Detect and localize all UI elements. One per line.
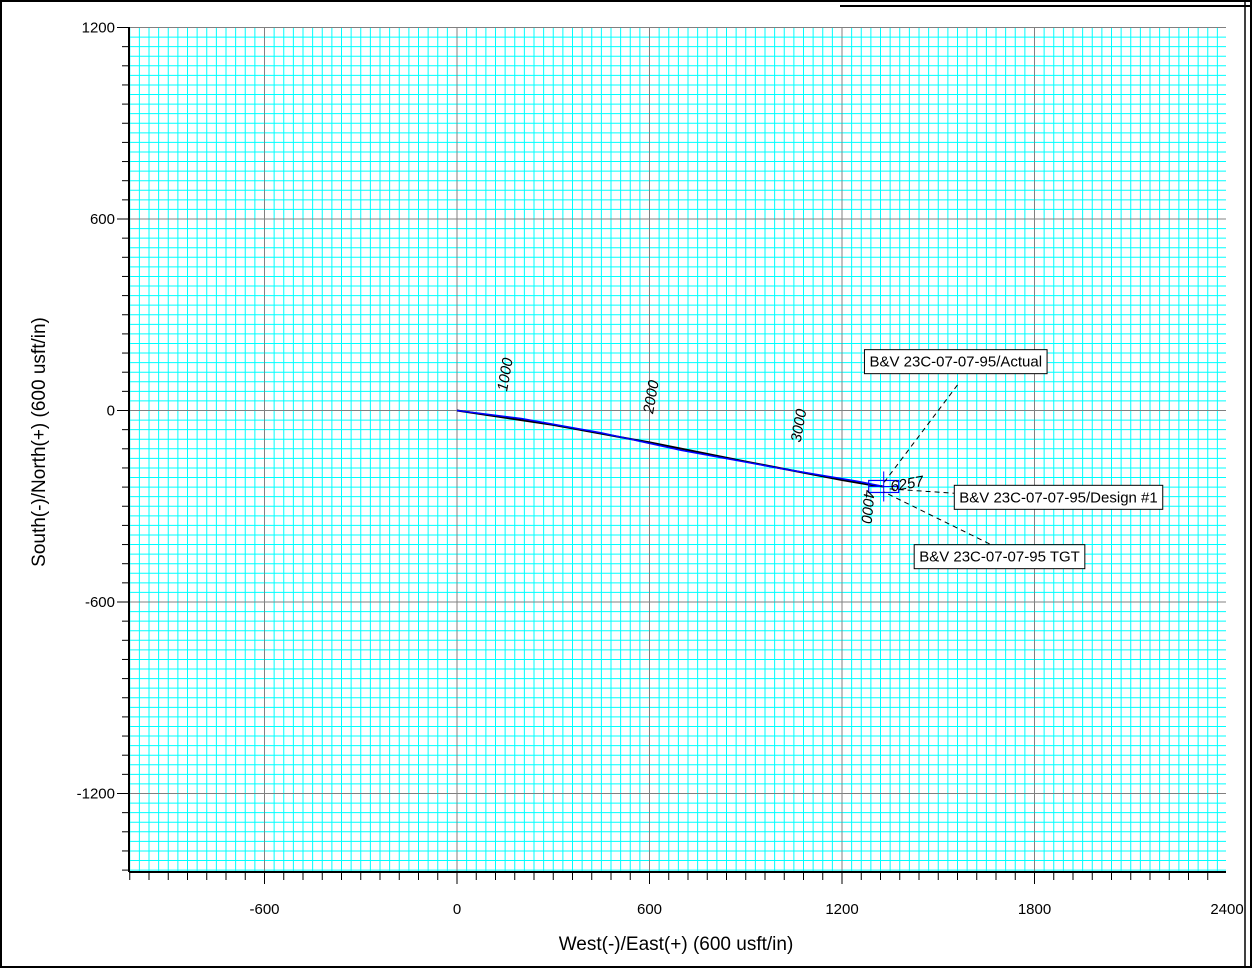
annotation-box xyxy=(953,484,1164,510)
series-layer xyxy=(456,409,884,488)
target-box xyxy=(868,479,900,494)
annotation-box xyxy=(863,349,1048,375)
annotations: B&V 23C-07-07-95/Actual B&V 23C-07-07-95/… xyxy=(863,349,1164,570)
y-tick-label: 1200 xyxy=(82,20,115,37)
y-tick-label: -600 xyxy=(85,594,115,611)
target-layer xyxy=(868,471,900,502)
tick-labels: -600 0 600 1200 1800 2400 1200 600 0 -600 -1200 xyxy=(77,20,1244,919)
y-tick-label: 600 xyxy=(90,211,115,228)
x-tick-label: -600 xyxy=(249,901,279,918)
tick-marks xyxy=(117,27,1209,884)
md-labels: 1000 2000 3000 4000 6257 xyxy=(494,356,925,525)
annotation-label: B&V 23C-07-07-95/Actual xyxy=(869,354,1042,371)
y-axis-label: South(-)/North(+) (600 usft/in) xyxy=(29,317,50,567)
x-tick-label: 1800 xyxy=(1018,901,1051,918)
annotation-label: B&V 23C-07-07-95 TGT xyxy=(919,549,1080,566)
x-tick-label: 2400 xyxy=(1210,901,1243,918)
annotation-leader xyxy=(880,384,958,488)
x-tick-label: 1200 xyxy=(825,901,858,918)
y-tick-label: 0 xyxy=(107,403,115,420)
axes xyxy=(128,27,1226,873)
md-label: 3000 xyxy=(788,407,811,443)
major-grid xyxy=(129,27,1226,872)
y-tick-label: -1200 xyxy=(77,786,115,803)
md-label: 4000 xyxy=(857,489,877,524)
x-tick-label: 0 xyxy=(453,901,461,918)
md-label: 1000 xyxy=(494,356,517,392)
annotation-leader xyxy=(886,488,958,494)
series-line-design xyxy=(456,409,884,488)
annotation-label: B&V 23C-07-07-95/Design #1 xyxy=(959,489,1157,506)
annotation-box xyxy=(913,544,1086,570)
md-label: 6257 xyxy=(889,473,925,496)
md-label: 2000 xyxy=(640,378,663,415)
x-tick-label: 600 xyxy=(637,901,662,918)
x-axis-label: West(-)/East(+) (600 usft/in) xyxy=(559,934,794,955)
annotation-leader xyxy=(883,491,990,545)
